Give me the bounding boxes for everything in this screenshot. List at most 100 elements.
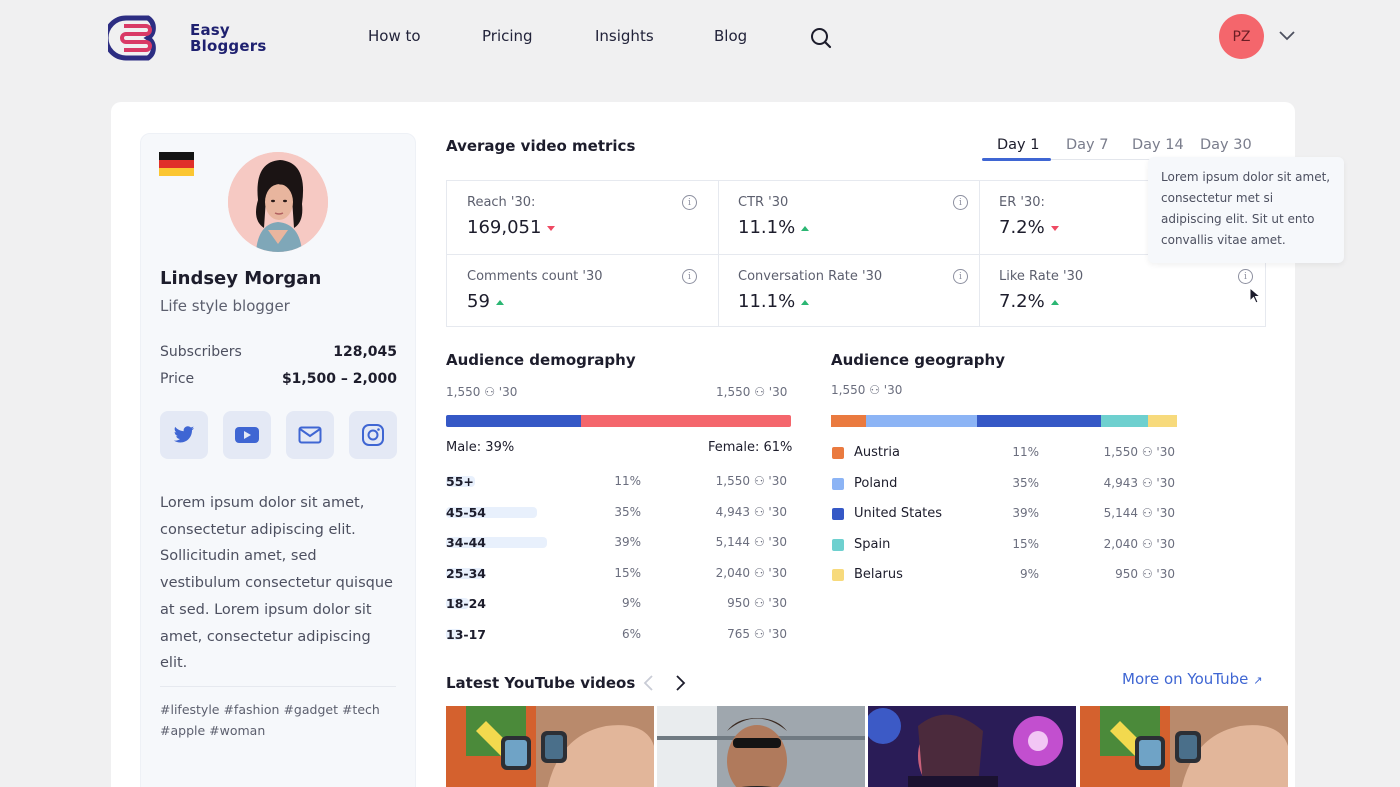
nav-pricing[interactable]: Pricing [482, 27, 533, 45]
metric-value: 7.2% [999, 217, 1045, 238]
info-icon[interactable]: i [682, 269, 697, 284]
age-share-bar [446, 507, 537, 518]
more-on-youtube-link[interactable]: More on YouTube ↗ [1122, 670, 1262, 688]
nav-how-to[interactable]: How to [368, 27, 421, 45]
info-tooltip: Lorem ipsum dolor sit amet, consectetur … [1148, 157, 1344, 263]
tab-day-1[interactable]: Day 1 [997, 137, 1040, 153]
people-icon: ⚇ [1141, 567, 1153, 581]
price-label: Price [160, 371, 195, 387]
user-avatar[interactable]: PZ [1219, 14, 1264, 59]
count-value: 1,550 [715, 474, 750, 488]
twitter-button[interactable] [160, 411, 208, 459]
geography-segment [977, 415, 1101, 427]
youtube-title: Latest YouTube videos [446, 674, 636, 692]
metric-value: 7.2% [999, 291, 1045, 312]
count-period: '30 [1156, 476, 1175, 490]
metric-value: 11.1% [738, 291, 796, 312]
age-group-percent: 35% [614, 505, 641, 519]
demography-count-left: 1,550 ⚇ '30 [446, 385, 517, 399]
country-count: 5,144 ⚇ '30 [1080, 506, 1175, 520]
video-thumbnail[interactable] [868, 706, 1076, 787]
age-group-percent: 15% [614, 566, 641, 580]
tab-active-indicator [982, 158, 1051, 161]
grid-divider [979, 181, 980, 326]
count-value: 950 [1115, 567, 1138, 581]
geography-title: Audience geography [831, 351, 1005, 369]
people-icon: ⚇ [1141, 476, 1153, 490]
age-share-bar [446, 629, 462, 640]
count-value: 1,550 [1103, 445, 1138, 459]
nav-insights[interactable]: Insights [595, 27, 654, 45]
chevron-down-icon[interactable] [1277, 28, 1297, 42]
country-name: Poland [854, 476, 898, 491]
country-percent: 11% [1012, 445, 1039, 459]
tab-day-30[interactable]: Day 30 [1200, 137, 1252, 153]
video-thumbnail[interactable] [657, 706, 865, 787]
instagram-icon [362, 424, 384, 446]
country-percent: 39% [1012, 506, 1039, 520]
brand-name[interactable]: Easy Bloggers [190, 22, 266, 54]
metrics-title: Average video metrics [446, 137, 636, 155]
age-group-label: 55+ [446, 474, 474, 489]
count-value: 5,144 [1103, 506, 1138, 520]
grid-divider [447, 254, 1265, 255]
female-share: Female: 61% [708, 440, 793, 455]
chevron-right-icon[interactable] [673, 674, 687, 692]
age-group-count: 765 ⚇ '30 [692, 627, 787, 641]
male-share: Male: 39% [446, 440, 515, 455]
info-icon[interactable]: i [1238, 269, 1253, 284]
twitter-icon [173, 426, 195, 443]
age-group-label: 13-17 [446, 627, 486, 642]
age-group-count: 2,040 ⚇ '30 [692, 566, 787, 580]
age-group-percent: 9% [621, 596, 641, 610]
geography-bar [831, 415, 1177, 427]
easy-bloggers-logo-icon[interactable] [108, 14, 164, 62]
info-icon[interactable]: i [953, 269, 968, 284]
chevron-left-icon[interactable] [642, 674, 656, 692]
info-icon[interactable]: i [682, 195, 697, 210]
info-icon[interactable]: i [953, 195, 968, 210]
grid-divider [718, 181, 719, 326]
profile-name: Lindsey Morgan [160, 268, 322, 289]
email-button[interactable] [286, 411, 334, 459]
video-thumbnail[interactable] [1080, 706, 1288, 787]
more-on-youtube-label: More on YouTube [1122, 670, 1249, 688]
metric-reach: Reach '30: 169,051 i [447, 181, 709, 254]
count-value: 2,040 [715, 566, 750, 580]
legend-swatch [832, 539, 844, 551]
male-share-bar [446, 415, 581, 427]
nav-blog[interactable]: Blog [714, 27, 748, 45]
tab-day-14[interactable]: Day 14 [1132, 137, 1184, 153]
people-icon: ⚇ [1141, 506, 1153, 520]
count-value: 1,550 [446, 385, 481, 399]
people-icon: ⚇ [754, 385, 765, 399]
video-thumbnail[interactable] [446, 706, 654, 787]
count-period: '30 [768, 535, 787, 549]
metric-label: ER '30: [999, 195, 1045, 210]
metric-ctr: CTR '30 11.1% i [718, 181, 980, 254]
mouse-cursor-icon [1249, 287, 1262, 304]
people-icon: ⚇ [1141, 537, 1153, 551]
age-share-bar [446, 476, 475, 487]
metric-label: Reach '30: [467, 195, 536, 210]
brand-line-2: Bloggers [190, 37, 267, 55]
country-percent: 15% [1012, 537, 1039, 551]
country-count: 950 ⚇ '30 [1080, 567, 1175, 581]
mail-icon [298, 426, 322, 444]
legend-swatch [832, 569, 844, 581]
tab-day-7[interactable]: Day 7 [1066, 137, 1109, 153]
people-icon: ⚇ [753, 596, 765, 610]
country-name: Belarus [854, 567, 903, 582]
metrics-grid: Reach '30: 169,051 i CTR '30 11.1% i ER … [446, 180, 1266, 327]
geography-segment [1100, 415, 1149, 427]
country-count: 1,550 ⚇ '30 [1080, 445, 1175, 459]
instagram-button[interactable] [349, 411, 397, 459]
profile-photo [228, 152, 328, 252]
age-group-label: 18-24 [446, 596, 486, 611]
youtube-button[interactable] [223, 411, 271, 459]
age-share-bar [446, 598, 469, 609]
price-value: $1,500 – 2,000 [281, 371, 397, 387]
count-value: 5,144 [715, 535, 750, 549]
subscribers-label: Subscribers [160, 344, 242, 360]
search-icon[interactable] [810, 27, 832, 49]
